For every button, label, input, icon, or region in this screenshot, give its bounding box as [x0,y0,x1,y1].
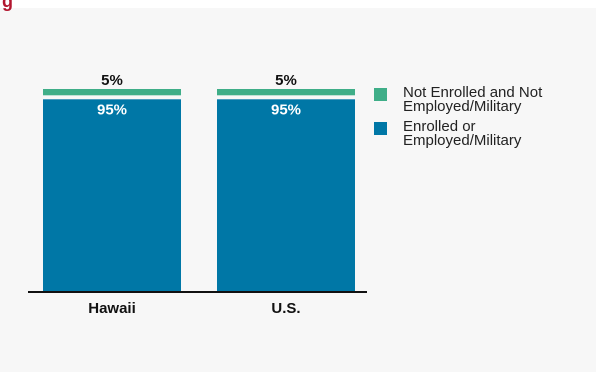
legend-swatch-not-enrolled [374,88,387,101]
category-label-u-s: U.S. [271,300,300,317]
bar-not-enrolled-u-s [217,89,355,96]
data-label-enrolled-hawaii: 95% [97,101,127,118]
legend-label-not-enrolled: Not Enrolled and Not Employed/Military [403,84,543,115]
data-label-not-enrolled-u-s: 5% [275,72,297,89]
category-label-hawaii: Hawaii [88,300,136,317]
bar-enrolled-u-s [217,99,355,291]
legend: Not Enrolled and Not Employed/Military E… [374,84,594,154]
legend-item-not-enrolled: Not Enrolled and Not Employed/Military [374,84,594,115]
legend-item-enrolled: Enrolled or Employed/Military [374,118,594,149]
chart-title-fragment: g [2,0,13,11]
data-label-enrolled-u-s: 95% [271,101,301,118]
bar-enrolled-hawaii [43,99,181,291]
legend-label-enrolled: Enrolled or Employed/Military [403,118,522,149]
legend-swatch-enrolled [374,122,387,135]
top-stripe [0,0,596,8]
bar-not-enrolled-hawaii [43,89,181,96]
data-label-not-enrolled-hawaii: 5% [101,72,123,89]
